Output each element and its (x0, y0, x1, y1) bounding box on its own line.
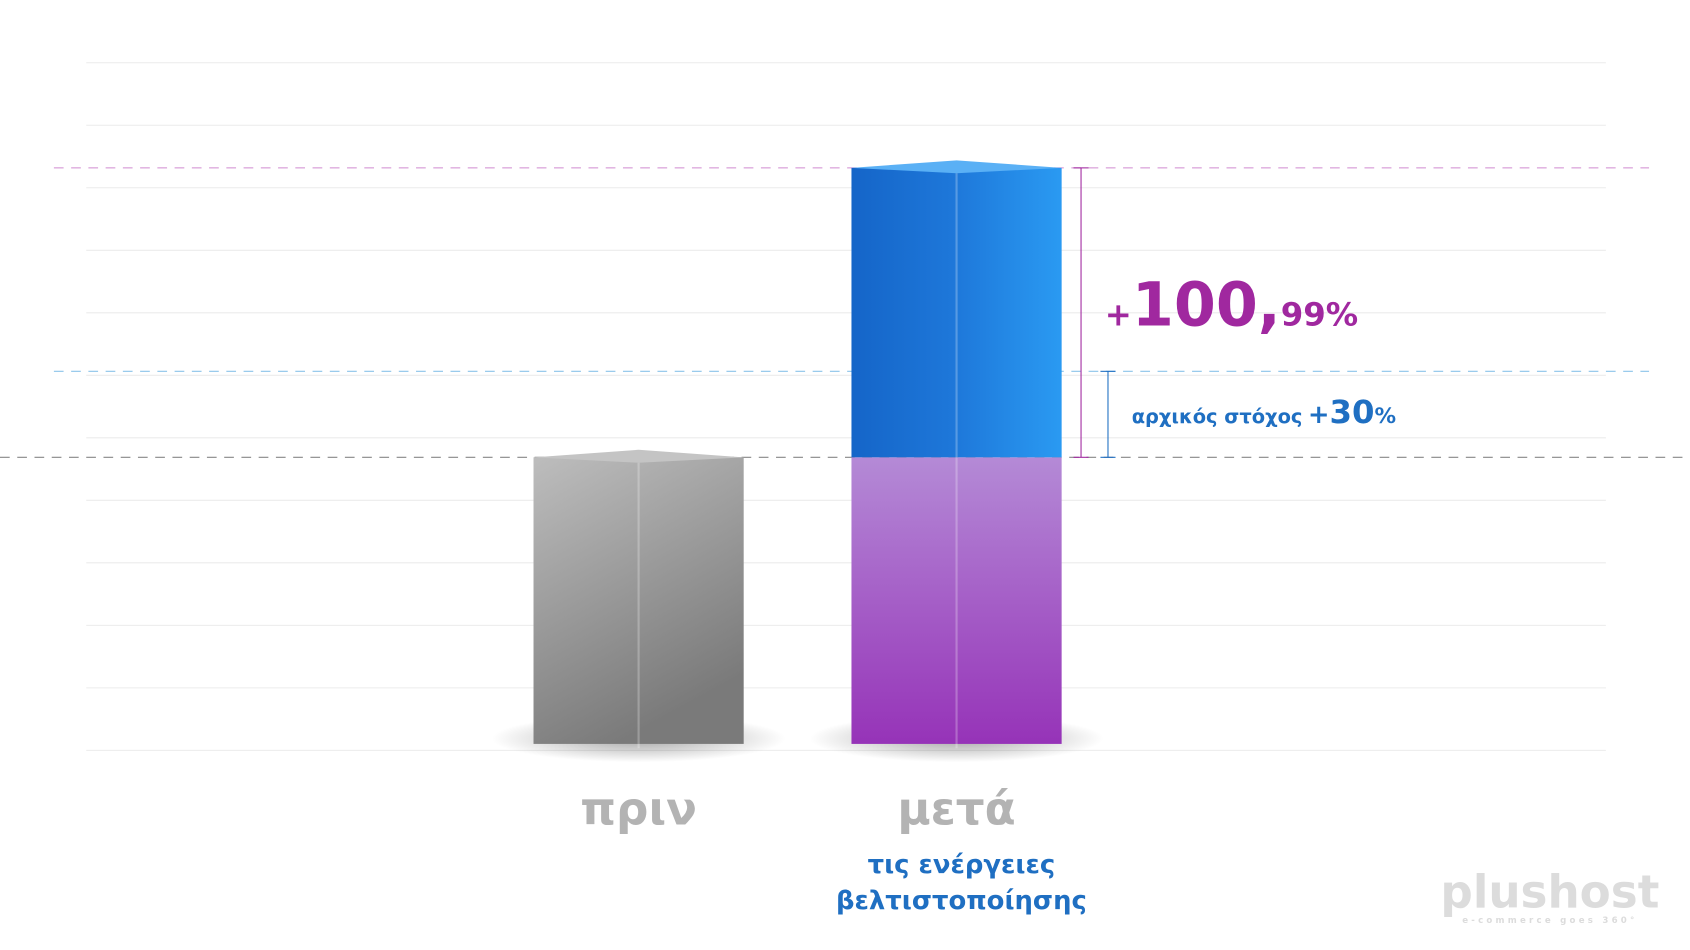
target-label-part: + (1308, 400, 1330, 430)
increase-label-part: + (1105, 296, 1132, 334)
logo-tagline: e-commerce goes 360° (1462, 916, 1637, 926)
target-label-part: 30 (1329, 393, 1374, 431)
category-label: μετά (897, 783, 1015, 836)
category-label: πριν (580, 783, 697, 836)
target-label-part: % (1374, 404, 1396, 429)
increase-label-part: 100, (1132, 271, 1281, 341)
increase-label: +100,99% (1105, 271, 1358, 341)
category-subtitle: βελτιστοποίησης (836, 886, 1087, 916)
target-label-part: αρχικός στόχος (1132, 405, 1303, 428)
logo: plushost (1440, 866, 1659, 919)
bar-base-segment (851, 457, 1062, 744)
bar-increase-segment (851, 167, 1062, 458)
background-lines (86, 62, 1606, 751)
bar-top (851, 160, 1062, 174)
increase-label-part: 99% (1281, 296, 1358, 334)
bar (533, 457, 744, 744)
bar-top (533, 449, 744, 463)
target-label: αρχικός στόχος +30% (1132, 393, 1396, 431)
category-subtitle: τις ενέργειες (868, 850, 1056, 880)
